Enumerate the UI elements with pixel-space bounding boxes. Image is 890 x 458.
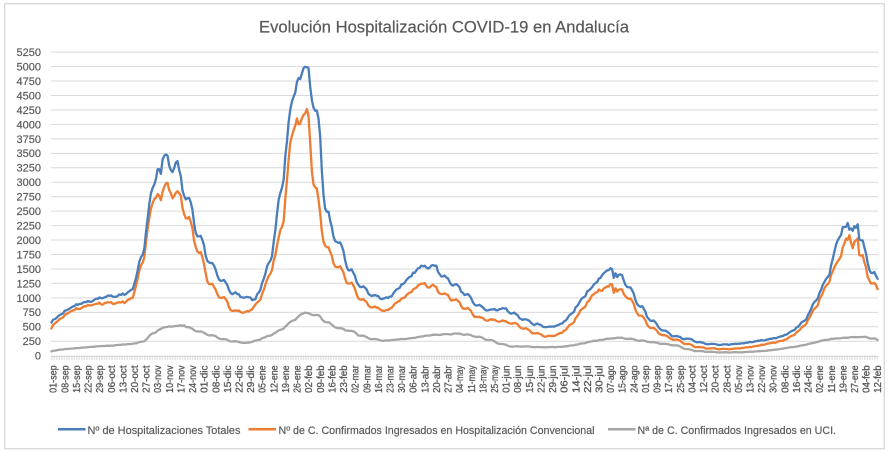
svg-text:27-oct: 27-oct [142, 365, 153, 393]
svg-text:05-ene: 05-ene [258, 365, 269, 393]
svg-text:2750: 2750 [17, 192, 41, 204]
svg-text:4500: 4500 [17, 90, 41, 102]
svg-text:Nª de C. Confirmados Ingresado: Nª de C. Confirmados Ingresados en UCI. [638, 425, 837, 437]
svg-text:25-may: 25-may [490, 365, 501, 393]
svg-text:29-dic: 29-dic [246, 365, 257, 393]
svg-text:3250: 3250 [17, 163, 41, 175]
svg-text:09-feb: 09-feb [316, 365, 327, 393]
svg-text:17-sep: 17-sep [664, 365, 675, 393]
svg-text:16-mar: 16-mar [374, 365, 385, 393]
svg-text:250: 250 [23, 336, 41, 348]
svg-text:06-abr: 06-abr [409, 365, 420, 393]
svg-text:06-oct: 06-oct [107, 365, 118, 393]
svg-text:07-ago: 07-ago [606, 365, 617, 393]
svg-text:01-sep: 01-sep [641, 365, 652, 393]
svg-text:1000: 1000 [17, 293, 41, 305]
svg-text:13-oct: 13-oct [118, 365, 129, 393]
svg-text:3000: 3000 [17, 177, 41, 189]
svg-text:14-jul: 14-jul [571, 365, 582, 393]
svg-text:500: 500 [23, 322, 41, 334]
svg-text:30-nov: 30-nov [769, 365, 780, 393]
svg-text:08-jun: 08-jun [513, 365, 524, 393]
svg-text:15-jun: 15-jun [525, 365, 536, 393]
svg-text:750: 750 [23, 307, 41, 319]
svg-text:10-nov: 10-nov [165, 365, 176, 393]
svg-text:4250: 4250 [17, 105, 41, 117]
svg-text:22-sep: 22-sep [84, 365, 95, 393]
svg-text:25-sep: 25-sep [676, 365, 687, 393]
svg-text:09-sep: 09-sep [653, 365, 664, 393]
svg-text:5000: 5000 [17, 62, 41, 74]
svg-text:1750: 1750 [17, 249, 41, 261]
svg-text:Evolución Hospitalización COVI: Evolución Hospitalización COVID-19 en An… [259, 18, 629, 36]
svg-text:19-ene: 19-ene [838, 365, 849, 393]
svg-text:5250: 5250 [17, 47, 41, 59]
svg-text:18-may: 18-may [478, 365, 489, 393]
svg-text:Nº de Hospitalizaciones Totale: Nº de Hospitalizaciones Totales [88, 425, 241, 437]
svg-text:22-jun: 22-jun [536, 365, 547, 393]
svg-text:08-dic: 08-dic [211, 365, 222, 393]
svg-text:01-dic: 01-dic [200, 365, 211, 393]
svg-text:2500: 2500 [17, 206, 41, 218]
svg-text:24-nov: 24-nov [188, 365, 199, 393]
svg-text:24-dic: 24-dic [804, 365, 815, 393]
svg-text:04-may: 04-may [455, 365, 466, 393]
svg-text:05-nov: 05-nov [734, 365, 745, 393]
svg-text:22-dic: 22-dic [235, 365, 246, 393]
svg-text:27-ene: 27-ene [850, 365, 861, 393]
svg-text:11-may: 11-may [467, 365, 478, 393]
svg-text:17-nov: 17-nov [176, 365, 187, 393]
svg-text:0: 0 [35, 351, 41, 363]
svg-text:16-feb: 16-feb [327, 365, 338, 393]
svg-text:24-ago: 24-ago [629, 365, 640, 393]
svg-text:01-sep: 01-sep [49, 365, 60, 393]
svg-text:2000: 2000 [17, 235, 41, 247]
svg-text:08-dic: 08-dic [780, 365, 791, 393]
svg-text:22-jul: 22-jul [583, 365, 594, 393]
svg-text:29-sep: 29-sep [95, 365, 106, 393]
svg-text:13-nov: 13-nov [746, 365, 757, 393]
svg-text:26-ene: 26-ene [293, 365, 304, 393]
svg-text:08-sep: 08-sep [60, 365, 71, 393]
svg-text:16-dic: 16-dic [792, 365, 803, 393]
svg-text:Nº de C. Confirmados Ingresado: Nº de C. Confirmados Ingresados en Hospi… [279, 425, 595, 437]
svg-text:3750: 3750 [17, 134, 41, 146]
svg-text:02-feb: 02-feb [304, 365, 315, 393]
svg-text:04-feb: 04-feb [862, 365, 873, 393]
svg-text:1250: 1250 [17, 278, 41, 290]
svg-text:20-oct: 20-oct [130, 365, 141, 393]
svg-text:12-oct: 12-oct [699, 365, 710, 393]
svg-text:3500: 3500 [17, 148, 41, 160]
svg-text:2250: 2250 [17, 221, 41, 233]
svg-text:02-mar: 02-mar [351, 365, 362, 393]
svg-text:30-mar: 30-mar [397, 365, 408, 393]
svg-text:12-feb: 12-feb [873, 365, 884, 393]
svg-text:03-nov: 03-nov [153, 365, 164, 393]
svg-text:4750: 4750 [17, 76, 41, 88]
svg-text:11-ene: 11-ene [827, 365, 838, 393]
svg-text:29-jun: 29-jun [548, 365, 559, 393]
svg-text:4000: 4000 [17, 119, 41, 131]
svg-text:23-mar: 23-mar [386, 365, 397, 393]
svg-text:20-oct: 20-oct [711, 365, 722, 393]
svg-text:20-abr: 20-abr [432, 365, 443, 393]
svg-text:15-sep: 15-sep [72, 365, 83, 393]
svg-text:04-oct: 04-oct [687, 365, 698, 393]
svg-text:13-abr: 13-abr [420, 365, 431, 393]
svg-text:23-feb: 23-feb [339, 365, 350, 393]
svg-text:02-ene: 02-ene [815, 365, 826, 393]
svg-text:01-jun: 01-jun [502, 365, 513, 393]
svg-text:1500: 1500 [17, 264, 41, 276]
svg-text:15-dic: 15-dic [223, 365, 234, 393]
svg-text:30-jul: 30-jul [595, 365, 606, 393]
svg-text:12-ene: 12-ene [269, 365, 280, 393]
svg-text:15-ago: 15-ago [618, 365, 629, 393]
svg-text:06-jul: 06-jul [560, 365, 571, 393]
svg-text:27-abr: 27-abr [444, 365, 455, 393]
svg-text:09-mar: 09-mar [362, 365, 373, 393]
svg-text:22-nov: 22-nov [757, 365, 768, 393]
svg-text:19-ene: 19-ene [281, 365, 292, 393]
svg-text:28-oct: 28-oct [722, 365, 733, 393]
